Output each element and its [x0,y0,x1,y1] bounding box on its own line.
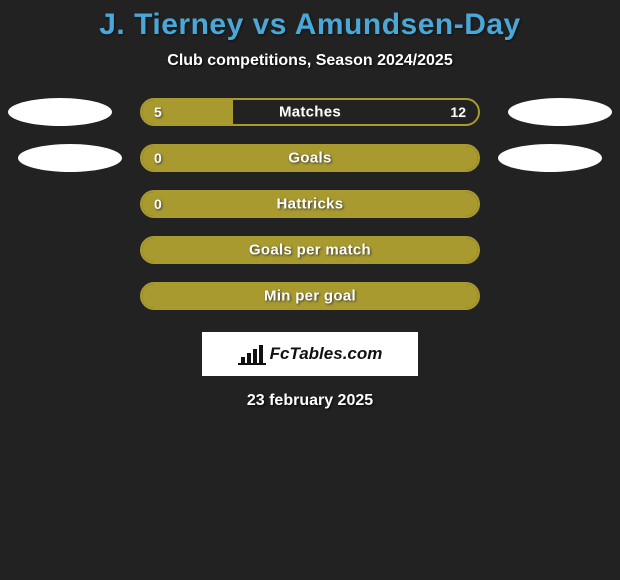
comparison-row: Goals per match [0,236,620,264]
comparison-row: Matches5 12 [0,98,620,126]
logo-box: FcTables.com [202,332,418,376]
stat-bar: Goals per match [140,236,480,264]
stat-bar: Min per goal [140,282,480,310]
player-right-placeholder [508,98,612,126]
stat-value-left: 0 [154,196,162,212]
stat-value-right: 12 [450,104,466,120]
stat-label: Goals per match [142,242,478,259]
player-left-placeholder [8,98,112,126]
stat-value-left: 0 [154,150,162,166]
stat-label: Matches [142,104,478,121]
page-subtitle: Club competitions, Season 2024/2025 [0,52,620,70]
stat-label: Min per goal [142,288,478,305]
bars-chart-icon [238,343,266,365]
stat-value-left: 5 [154,104,162,120]
player-right-placeholder [498,144,602,172]
comparison-row: Min per goal [0,282,620,310]
page-title: J. Tierney vs Amundsen-Day [0,8,620,42]
comparison-row: Hattricks0 [0,190,620,218]
player-left-placeholder [18,144,122,172]
stat-bar: Matches5 12 [140,98,480,126]
stat-bar: Goals0 [140,144,480,172]
date-label: 23 february 2025 [0,392,620,410]
logo-text: FcTables.com [270,344,383,364]
comparison-rows: Matches512Goals0Hattricks0Goals per matc… [0,98,620,310]
stat-bar: Hattricks0 [140,190,480,218]
stat-label: Goals [142,150,478,167]
comparison-row: Goals0 [0,144,620,172]
stat-label: Hattricks [142,196,478,213]
